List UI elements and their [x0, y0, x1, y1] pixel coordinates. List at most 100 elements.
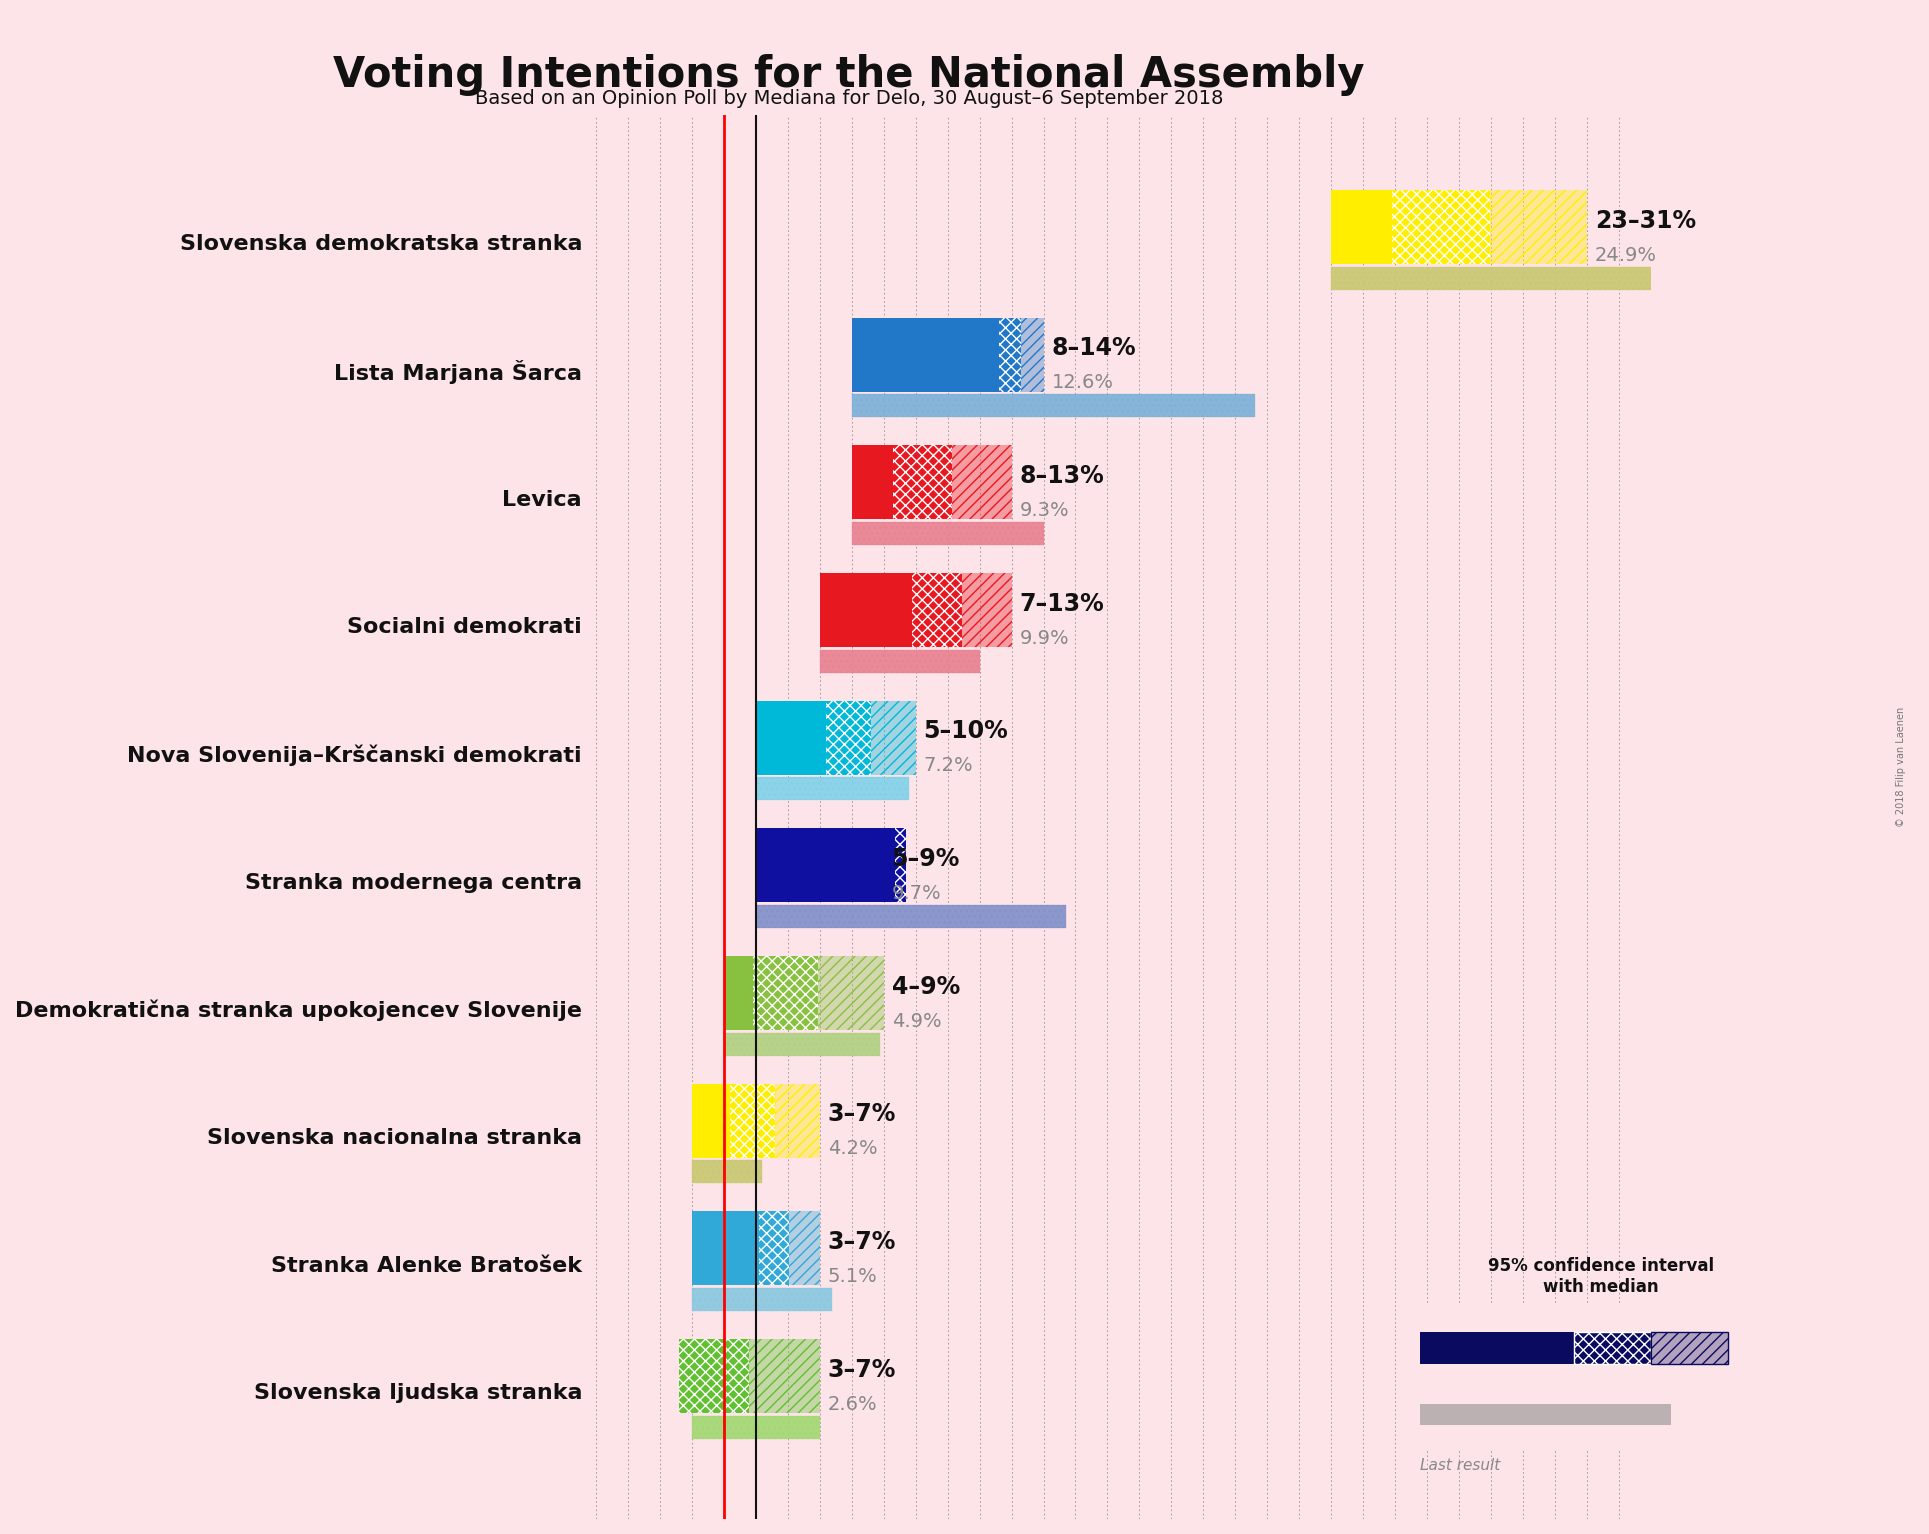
Text: Based on an Opinion Poll by Mediana for Delo, 30 August–6 September 2018: Based on an Opinion Poll by Mediana for … — [475, 89, 1223, 107]
Text: 2.6%: 2.6% — [828, 1394, 878, 1414]
Bar — [752, 956, 818, 1029]
Bar — [693, 1289, 833, 1312]
Bar — [1651, 1332, 1728, 1364]
Bar — [1489, 190, 1588, 264]
Bar — [775, 1083, 820, 1158]
Text: © 2018 Filip van Laenen: © 2018 Filip van Laenen — [1896, 707, 1906, 827]
Bar — [756, 778, 909, 801]
Bar — [853, 522, 1044, 545]
Bar — [1020, 318, 1044, 391]
Bar — [789, 1212, 820, 1285]
Bar — [826, 701, 870, 775]
Bar — [853, 394, 1254, 417]
Bar — [912, 574, 963, 647]
Bar — [826, 701, 870, 775]
Bar — [883, 828, 895, 902]
Text: 8–14%: 8–14% — [1051, 336, 1136, 360]
Text: 9.3%: 9.3% — [1020, 502, 1069, 520]
Text: 4–9%: 4–9% — [891, 974, 961, 999]
Text: 23–31%: 23–31% — [1595, 209, 1696, 233]
Text: 24.9%: 24.9% — [1595, 245, 1657, 265]
Bar — [953, 445, 1011, 520]
Text: 8–13%: 8–13% — [1020, 463, 1103, 488]
Bar — [963, 574, 1011, 647]
Text: 9.7%: 9.7% — [891, 884, 941, 904]
Bar — [853, 318, 999, 391]
Bar — [756, 701, 826, 775]
Bar — [999, 318, 1020, 391]
Bar — [1331, 267, 1929, 290]
Bar — [1420, 1405, 1671, 1425]
Bar — [693, 1416, 820, 1439]
Bar — [1489, 190, 1588, 264]
Bar — [756, 828, 907, 902]
Bar — [870, 701, 916, 775]
Bar — [756, 778, 909, 801]
Bar — [756, 905, 1067, 928]
Bar — [752, 956, 818, 1029]
Text: 95% confidence interval
with median: 95% confidence interval with median — [1487, 1258, 1715, 1296]
Bar — [693, 1212, 758, 1285]
Bar — [818, 956, 883, 1029]
Bar — [1393, 190, 1489, 264]
Bar — [723, 1032, 880, 1055]
Bar — [679, 1339, 693, 1413]
Text: Last result: Last result — [1420, 1459, 1501, 1473]
Bar — [693, 1083, 731, 1158]
Bar — [1020, 318, 1044, 391]
Bar — [893, 445, 953, 520]
Bar — [731, 1083, 775, 1158]
Bar — [1420, 1332, 1574, 1364]
Bar — [1393, 190, 1489, 264]
Bar — [1331, 267, 1929, 290]
Text: 3–7%: 3–7% — [828, 1230, 897, 1253]
Bar — [870, 701, 916, 775]
Bar — [953, 445, 1011, 520]
Bar — [1331, 190, 1393, 264]
Bar — [853, 445, 893, 520]
Bar — [789, 1212, 820, 1285]
Bar — [820, 649, 980, 672]
Bar — [758, 1212, 789, 1285]
Bar — [679, 1339, 748, 1413]
Bar — [999, 318, 1020, 391]
Text: 4.2%: 4.2% — [828, 1140, 878, 1158]
Text: 7–13%: 7–13% — [1020, 592, 1103, 615]
Text: 5–10%: 5–10% — [924, 719, 1009, 744]
Bar — [895, 828, 907, 902]
Text: 4.9%: 4.9% — [891, 1011, 941, 1031]
Bar — [883, 828, 895, 902]
Bar — [748, 1339, 820, 1413]
Text: 7.2%: 7.2% — [924, 756, 974, 775]
Bar — [775, 1083, 820, 1158]
Bar — [756, 905, 1067, 928]
Bar — [723, 956, 752, 1029]
Bar — [1574, 1332, 1651, 1364]
Bar — [693, 1289, 833, 1312]
Bar — [853, 394, 1254, 417]
Bar — [693, 1160, 762, 1183]
Bar — [853, 522, 1044, 545]
Text: 3–7%: 3–7% — [828, 1358, 897, 1382]
Bar — [1651, 1332, 1728, 1364]
Bar — [820, 649, 980, 672]
Bar — [679, 1339, 748, 1413]
Bar — [820, 574, 912, 647]
Text: 5–9%: 5–9% — [891, 847, 961, 871]
Text: 3–7%: 3–7% — [828, 1103, 897, 1126]
Text: Voting Intentions for the National Assembly: Voting Intentions for the National Assem… — [334, 54, 1364, 95]
Bar — [731, 1083, 775, 1158]
Bar — [693, 1416, 820, 1439]
Text: 5.1%: 5.1% — [828, 1267, 878, 1285]
Bar — [895, 828, 907, 902]
Text: 12.6%: 12.6% — [1051, 373, 1113, 393]
Bar — [963, 574, 1011, 647]
Bar — [758, 1212, 789, 1285]
Bar — [893, 445, 953, 520]
Bar — [818, 956, 883, 1029]
Bar — [723, 1032, 880, 1055]
Bar — [1574, 1332, 1651, 1364]
Bar — [912, 574, 963, 647]
Text: 9.9%: 9.9% — [1020, 629, 1069, 647]
Bar — [748, 1339, 820, 1413]
